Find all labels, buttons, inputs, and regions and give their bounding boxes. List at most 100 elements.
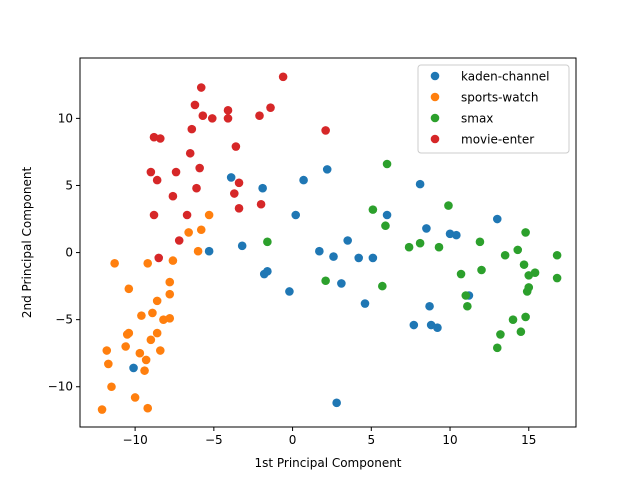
data-point [234,203,244,213]
legend-marker [430,113,440,123]
data-point [422,224,431,233]
data-point [231,142,241,151]
data-point [165,314,175,323]
data-point [530,268,540,277]
data-point [354,253,364,263]
y-tick-label: 5 [65,178,73,192]
data-point [193,246,203,256]
data-point [404,242,414,252]
data-point [148,308,157,318]
data-point [285,287,294,296]
data-point [291,210,301,220]
legend-label: movie-enter [461,133,534,147]
data-point [104,359,113,369]
data-point [381,221,390,231]
data-point [477,265,486,275]
data-point [552,250,562,260]
x-tick-label: 0 [289,433,297,447]
data-point [378,281,387,291]
series-smax [263,159,562,353]
data-point [130,393,140,402]
legend: kaden-channel sports-watch smax movie-enter [417,64,570,154]
data-point [165,289,175,299]
data-point [143,259,153,268]
legend-marker [430,134,440,144]
data-point [102,346,112,355]
legend-entry-kaden-channel: kaden-channel [430,70,550,84]
data-point [415,179,425,189]
data-point [237,241,247,251]
data-point [434,242,444,252]
legend-entry-sports-watch: sports-watch [430,91,539,105]
data-point [433,323,442,333]
data-point [196,83,206,92]
data-point [321,276,330,286]
data-point [129,363,138,373]
data-point [226,173,236,182]
data-point [198,111,208,120]
data-point [110,259,119,268]
data-point [519,260,529,269]
data-point [382,159,392,169]
data-point [152,296,162,306]
data-point [154,253,164,263]
data-point [192,183,201,193]
data-point [444,201,453,210]
legend-label: smax [461,112,493,126]
x-axis-ticks: −10 −5 0 5 10 15 [122,427,536,447]
data-point [337,279,346,288]
data-point [146,335,156,345]
data-point [149,210,159,220]
data-point [143,403,153,413]
x-tick-label: −10 [122,433,147,447]
data-point [500,250,510,260]
data-point [492,343,502,353]
legend-label: sports-watch [461,91,539,105]
data-point [255,111,264,120]
data-point [461,291,471,300]
data-point [258,183,267,193]
data-point [182,210,192,220]
data-point [332,398,341,408]
data-point [207,114,217,123]
data-point [141,355,151,365]
legend-box [417,64,570,154]
data-point [190,100,200,110]
points-layer [97,72,562,414]
data-point [107,382,116,392]
data-point [475,237,485,247]
data-point [204,246,214,256]
y-tick-label: −5 [55,313,73,327]
data-point [156,134,165,143]
data-point [382,210,392,220]
data-point [343,236,352,245]
data-point [234,178,244,188]
data-point [196,225,206,235]
legend-items: kaden-channel sports-watch smax movie-enter [430,70,550,147]
data-point [492,214,502,224]
data-point [168,256,178,265]
data-point [156,346,165,355]
data-point [508,315,518,324]
data-point [256,199,266,209]
data-point [121,342,130,351]
data-point [521,312,530,322]
x-tick-label: 15 [521,433,536,447]
series-movie-enter [146,72,330,263]
data-point [415,238,425,248]
legend-marker [430,71,440,81]
data-point [171,167,181,177]
data-point [230,189,239,198]
data-point [168,191,178,201]
data-point [524,283,534,292]
data-point [456,269,466,279]
data-point [146,167,156,177]
data-point [321,126,330,135]
data-point [223,114,233,123]
data-point [513,245,523,255]
data-point [187,124,197,134]
data-point [425,301,434,311]
data-point [521,228,530,237]
y-tick-label: −10 [48,380,73,394]
legend-entry-movie-enter: movie-enter [430,133,534,147]
